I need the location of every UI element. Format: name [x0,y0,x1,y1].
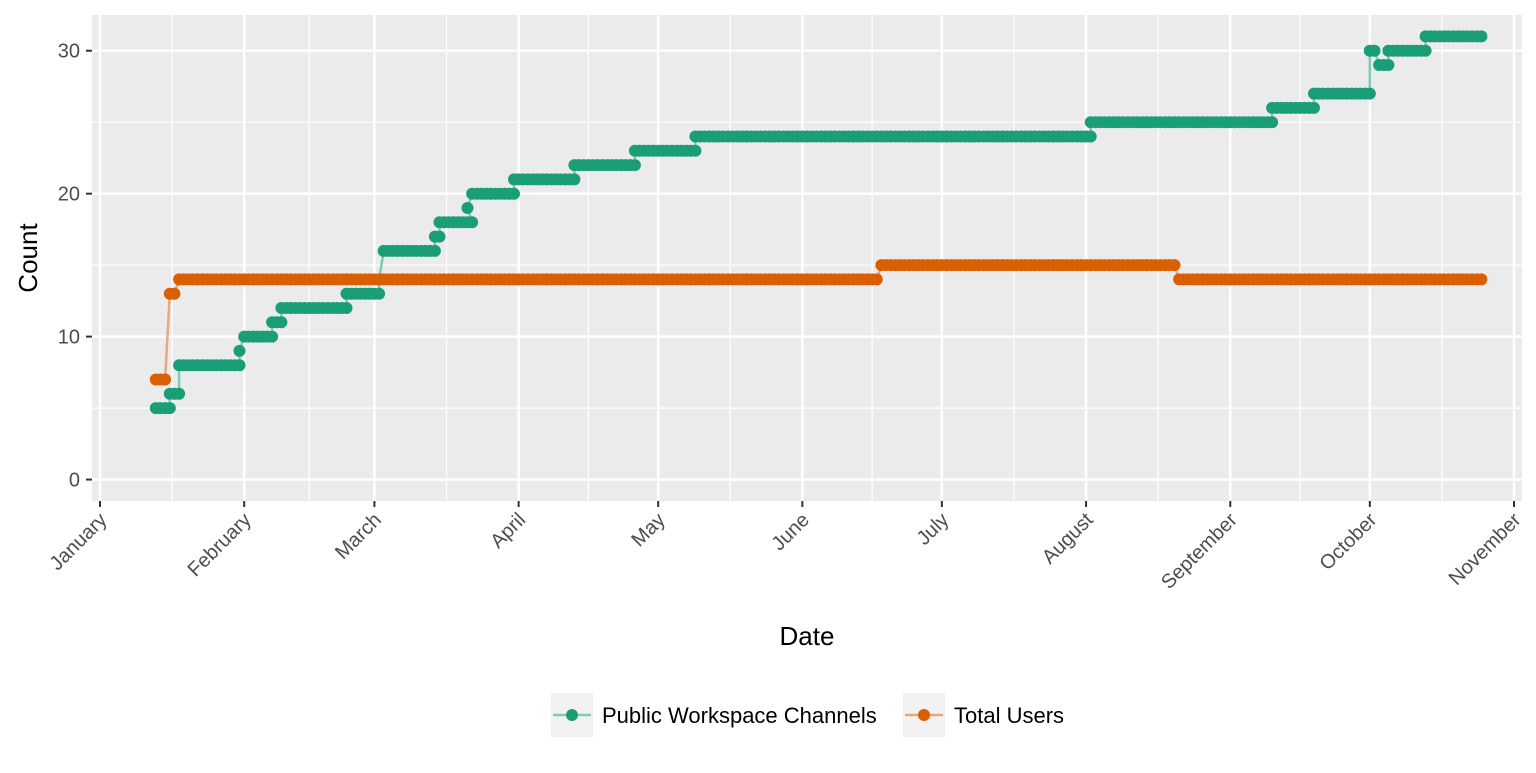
data-point [159,373,172,386]
y-tick-label: 0 [69,470,80,492]
data-point [266,330,279,343]
plot-panel [92,15,1522,501]
data-point [428,244,441,257]
data-point [233,344,246,357]
y-tick-label: 10 [58,327,80,349]
data-point [568,173,581,186]
data-point [433,230,446,243]
series-layer [149,30,1488,415]
data-point [461,202,474,214]
legend-label: Public Workspace Channels [602,703,877,728]
data-point [1266,116,1279,129]
data-point [689,144,702,157]
legend-key-point [566,709,578,721]
data-point [1308,101,1320,114]
data-point [1382,59,1395,71]
data-point [1475,273,1488,286]
data-point [1363,87,1376,100]
legend-label: Total Users [954,703,1064,728]
data-point [163,402,176,415]
data-point [168,287,181,300]
y-tick-label: 30 [58,41,80,63]
data-point [275,316,288,329]
data-point [1475,30,1488,43]
data-point [466,216,479,229]
y-axis: 0 10 20 30 [58,41,92,492]
data-point [373,287,386,300]
data-point [1368,44,1381,57]
x-axis-title: Date [780,621,835,651]
series-public-workspace-channels [149,30,1488,415]
major-gridlines [92,15,1522,501]
minor-gridlines [92,15,1522,501]
data-point [233,359,246,372]
series-total-users [149,259,1488,386]
data-point [508,187,520,200]
data-point [173,387,186,400]
legend: Public Workspace Channels Total Users [551,693,1064,737]
legend-item: Total Users [903,693,1064,737]
y-tick-label: 20 [58,184,80,206]
data-point [340,302,353,314]
data-point [1419,44,1432,57]
y-axis-title: Count [13,223,43,293]
legend-item: Public Workspace Channels [551,693,877,737]
data-point [1084,130,1097,143]
data-point [870,273,883,286]
data-point [628,159,641,172]
data-point [1168,259,1181,272]
legend-key-point [918,709,930,721]
